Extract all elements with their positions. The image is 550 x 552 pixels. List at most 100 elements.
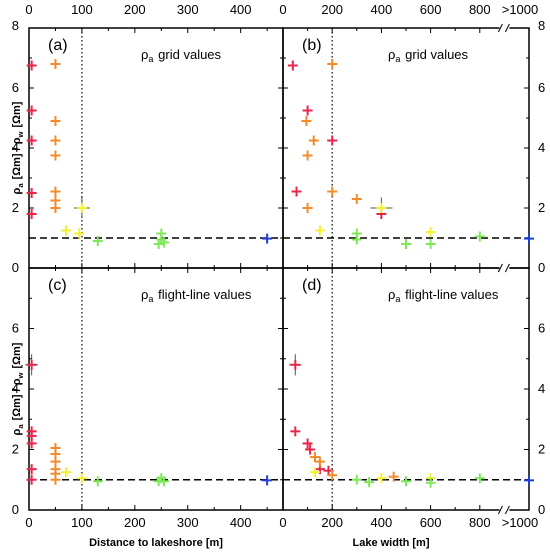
x-tick-label: 400 bbox=[230, 515, 252, 530]
panel-label: (d) bbox=[302, 277, 322, 294]
x-tick-label: 100 bbox=[71, 515, 93, 530]
data-point bbox=[474, 231, 485, 242]
panel-title: ρa flight-line values bbox=[388, 287, 499, 304]
data-point bbox=[158, 476, 169, 487]
chart-panel-b: 0 2 4 6 8 0 200 400 600 800 >1000 (b) ρa grid values bbox=[279, 2, 545, 275]
y-tick-label: 6 bbox=[538, 321, 545, 336]
axis-break-gap bbox=[499, 24, 510, 32]
panel-label: (b) bbox=[302, 37, 322, 54]
x-top-tick-label: 400 bbox=[371, 2, 393, 17]
data-point bbox=[327, 135, 338, 146]
data-point bbox=[524, 233, 534, 244]
data-point bbox=[351, 234, 362, 245]
x-tick-label: 400 bbox=[371, 515, 393, 530]
y-tick-label: 2 bbox=[12, 442, 19, 457]
data-point bbox=[327, 59, 338, 69]
data-point bbox=[327, 470, 338, 481]
data-point bbox=[287, 60, 298, 71]
y-tick-label: 0 bbox=[12, 260, 19, 275]
data-point bbox=[76, 473, 87, 484]
data-point bbox=[61, 225, 72, 236]
data-point bbox=[309, 467, 320, 478]
data-point bbox=[26, 188, 37, 198]
axis-break-mark bbox=[497, 505, 503, 515]
data-point bbox=[314, 225, 325, 236]
panel-label: (a) bbox=[48, 37, 68, 54]
data-point bbox=[289, 354, 302, 376]
y-axis-label: ρa [Ωm] / ρw [Ωm] bbox=[11, 342, 25, 435]
data-point bbox=[50, 116, 61, 126]
x-tick-label: 200 bbox=[321, 515, 343, 530]
y-tick-label: 8 bbox=[12, 18, 19, 33]
y-tick-label: 2 bbox=[538, 442, 545, 457]
data-point bbox=[50, 186, 61, 197]
data-point bbox=[376, 473, 387, 484]
data-point bbox=[309, 452, 320, 463]
y-tick-label: 0 bbox=[538, 260, 545, 275]
y-tick-label: 0 bbox=[12, 502, 19, 517]
y-tick-label: 6 bbox=[538, 80, 545, 95]
axis-break-mark bbox=[504, 23, 510, 33]
x-top-tick-label: 200 bbox=[321, 2, 343, 17]
data-point bbox=[50, 135, 61, 146]
data-point bbox=[92, 236, 103, 246]
chart-panel-c: 0 2 4 6 0 100 200 300 400 (c) ρa flight-line value… bbox=[11, 267, 284, 549]
data-point bbox=[364, 477, 375, 488]
data-point bbox=[26, 135, 37, 146]
plot-frame bbox=[28, 267, 284, 511]
data-point bbox=[308, 135, 319, 146]
data-point bbox=[401, 476, 411, 487]
data-point bbox=[92, 476, 103, 487]
y-tick-label: 0 bbox=[538, 502, 545, 517]
x-top-tick-label: 300 bbox=[177, 2, 199, 17]
y-tick-label: 2 bbox=[12, 200, 19, 215]
axis-break-mark bbox=[504, 263, 510, 273]
data-point bbox=[50, 150, 61, 161]
x-top-tick-label: 800 bbox=[469, 2, 491, 17]
data-point bbox=[26, 474, 37, 485]
x-tick-label: 0 bbox=[279, 515, 286, 530]
data-point bbox=[302, 438, 313, 449]
x-break-label: >1000 bbox=[502, 515, 539, 530]
data-point bbox=[302, 150, 313, 161]
data-point bbox=[388, 471, 399, 482]
plot-frame bbox=[28, 27, 284, 269]
panel-label: (c) bbox=[48, 277, 67, 294]
x-top-tick-label: 0 bbox=[279, 2, 286, 17]
x-axis-label: Lake width [m] bbox=[352, 537, 429, 549]
x-tick-label: 300 bbox=[177, 515, 199, 530]
y-tick-label: 6 bbox=[12, 321, 19, 336]
data-point bbox=[401, 239, 411, 249]
data-point bbox=[524, 475, 534, 486]
axis-break-mark bbox=[497, 23, 503, 33]
x-top-tick-label: 600 bbox=[420, 2, 442, 17]
x-axis-label: Distance to lakeshore [m] bbox=[89, 537, 223, 549]
data-point bbox=[26, 105, 37, 116]
data-point bbox=[26, 60, 37, 71]
data-point bbox=[158, 237, 169, 248]
data-point bbox=[305, 444, 316, 455]
data-point bbox=[73, 197, 90, 219]
data-point bbox=[291, 186, 302, 197]
x-tick-label: 800 bbox=[469, 515, 491, 530]
chart-panel-d: 0 2 4 6 0 200 400 600 800 >1000 (d) ρa flight-line … bbox=[279, 263, 545, 549]
data-point bbox=[370, 197, 393, 219]
data-point bbox=[302, 203, 313, 213]
x-tick-label: 200 bbox=[124, 515, 146, 530]
data-point bbox=[290, 426, 301, 437]
data-point bbox=[26, 464, 37, 475]
y-tick-label: 6 bbox=[12, 80, 19, 95]
data-point bbox=[314, 456, 325, 467]
data-point bbox=[50, 59, 61, 69]
data-point bbox=[327, 186, 338, 197]
data-point bbox=[50, 203, 61, 213]
x-top-break-label: >1000 bbox=[502, 2, 539, 17]
y-tick-label: 2 bbox=[538, 200, 545, 215]
data-point bbox=[26, 438, 37, 449]
data-point bbox=[301, 116, 312, 126]
data-point bbox=[302, 105, 313, 116]
x-top-tick-label: 400 bbox=[230, 2, 252, 17]
y-axis-label: ρa [Ωm] / ρw [Ωm] bbox=[11, 101, 25, 194]
data-point bbox=[425, 227, 436, 237]
